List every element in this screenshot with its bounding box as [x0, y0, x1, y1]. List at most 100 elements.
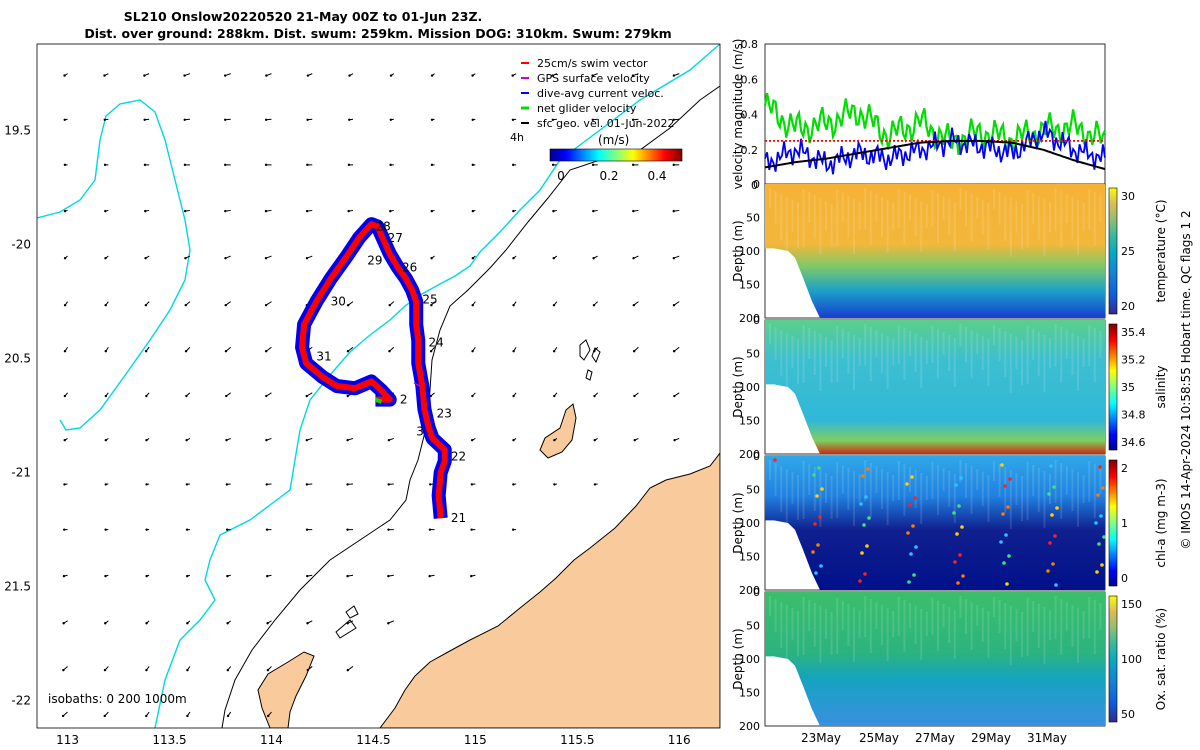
current-arrow-head: [470, 574, 473, 578]
current-arrow-head: [305, 483, 309, 486]
depth-tick: 0: [753, 450, 760, 463]
colorbar-tick: 20: [1121, 300, 1135, 313]
chla-sample-dot: [952, 511, 956, 515]
current-arrow-head: [145, 622, 148, 625]
current-arrow-head: [512, 303, 515, 307]
depth-tick: 50: [746, 348, 760, 361]
chla-sample-dot: [914, 545, 918, 549]
legend-swim: 25cm/s swim vector: [537, 57, 648, 70]
current-arrow-head: [264, 257, 268, 260]
chla-sample-dot: [1051, 562, 1055, 566]
current-arrow-head: [591, 74, 594, 77]
current-arrow-head: [306, 622, 309, 625]
current-arrow-head: [63, 118, 66, 121]
current-arrow-head: [183, 118, 186, 121]
chla-sample-dot: [1003, 484, 1007, 488]
current-arrow-head: [185, 438, 188, 442]
colorbar-tick: 150: [1121, 598, 1142, 611]
chla-sample-dot: [957, 504, 961, 508]
colorbar-tick: 2: [1121, 462, 1128, 475]
chla-sample-dot: [1102, 535, 1106, 539]
chla-sample-dot: [1099, 514, 1103, 518]
current-arrow-head: [226, 622, 229, 625]
colorbar-tick: 100: [1121, 653, 1142, 666]
map-xtick: 113: [56, 733, 79, 747]
colorbar-label: salinity: [1154, 365, 1168, 408]
depth-tick: 200: [739, 312, 760, 325]
day-label: 22: [451, 450, 466, 464]
current-arrow-head: [223, 118, 227, 121]
day-label: 30: [331, 295, 346, 309]
map-xtick: 114.5: [356, 733, 390, 747]
current-arrow-head: [226, 668, 230, 672]
current-arrow-head: [143, 74, 146, 77]
chla-sample-dot: [811, 550, 815, 554]
current-arrow-head: [145, 483, 148, 486]
title-line-1: SL210 Onslow20220520 21-May 00Z to 01-Ju…: [124, 9, 483, 24]
depth-ylabel: Depth (m): [731, 356, 745, 417]
section-field: [765, 184, 1105, 318]
current-arrow-head: [266, 714, 270, 718]
depth-tick: 50: [746, 484, 760, 497]
current-arrow-head: [346, 303, 350, 307]
chla-sample-dot: [1048, 541, 1052, 545]
current-arrow-head: [673, 394, 676, 398]
section-chla: 0 50 100 150 200 Depth (m) 2 1 0 chl-a (mg m-3): [731, 450, 1168, 597]
chla-sample-dot: [961, 574, 965, 578]
current-arrow-head: [592, 209, 595, 213]
chla-sample-dot: [1006, 505, 1010, 509]
current-arrow-head: [264, 163, 268, 167]
current-arrow-head: [63, 257, 67, 260]
current-arrow-head: [306, 163, 309, 167]
time-interval-label: 4h: [510, 131, 524, 144]
chla-sample-dot: [909, 552, 913, 556]
current-arrow-head: [389, 118, 393, 121]
current-arrow-head: [184, 303, 187, 307]
current-arrow-head: [185, 483, 189, 486]
depth-tick: 0: [753, 586, 760, 599]
map-xtick: 114: [260, 733, 283, 747]
depth-tick: 200: [739, 584, 760, 597]
current-arrow-head: [186, 714, 189, 718]
chla-sample-dot: [958, 553, 962, 557]
velocity-ytick: 0.6: [741, 73, 759, 86]
current-arrow-head: [144, 257, 147, 260]
current-arrow-head: [551, 163, 555, 167]
current-arrow-head: [306, 118, 309, 121]
legend-geo: sfc geo. vel. 01-Jun-2022: [537, 117, 674, 130]
chla-sample-dot: [1004, 533, 1008, 537]
current-arrow-head: [552, 303, 556, 307]
chla-sample-dot: [1005, 582, 1009, 586]
current-arrow-head: [145, 528, 148, 531]
current-arrow-head: [185, 528, 189, 531]
chla-sample-dot: [910, 475, 914, 479]
map-ytick: 21.5: [4, 580, 31, 594]
current-arrow-head: [346, 528, 349, 531]
section-colorbar: [1108, 323, 1118, 451]
current-arrow-head: [104, 257, 107, 260]
colorbar-tick-0: 0: [557, 169, 565, 183]
current-arrow-head: [591, 163, 595, 167]
chla-sample-dot: [1046, 569, 1050, 573]
chla-sample-dot: [820, 487, 824, 491]
chla-sample-dot: [1054, 583, 1058, 587]
barrow-island: [539, 403, 577, 459]
current-arrow-head: [347, 163, 351, 167]
current-arrow-head: [632, 350, 636, 353]
map-ytick: 20.5: [4, 352, 31, 366]
depth-tick: 150: [739, 687, 760, 700]
chla-sample-dot: [818, 515, 822, 519]
chla-sample-dot: [1000, 463, 1004, 467]
date-tick: 25May: [859, 731, 899, 745]
chla-sample-dot: [816, 543, 820, 547]
chla-sample-dot: [1094, 521, 1098, 525]
current-arrow-head: [226, 714, 230, 718]
chla-sample-dot: [912, 573, 916, 577]
colorbar-tick: 35.2: [1121, 354, 1146, 367]
current-arrow-head: [471, 118, 474, 121]
chla-sample-dot: [1101, 486, 1105, 490]
chla-sample-dot: [812, 473, 816, 477]
